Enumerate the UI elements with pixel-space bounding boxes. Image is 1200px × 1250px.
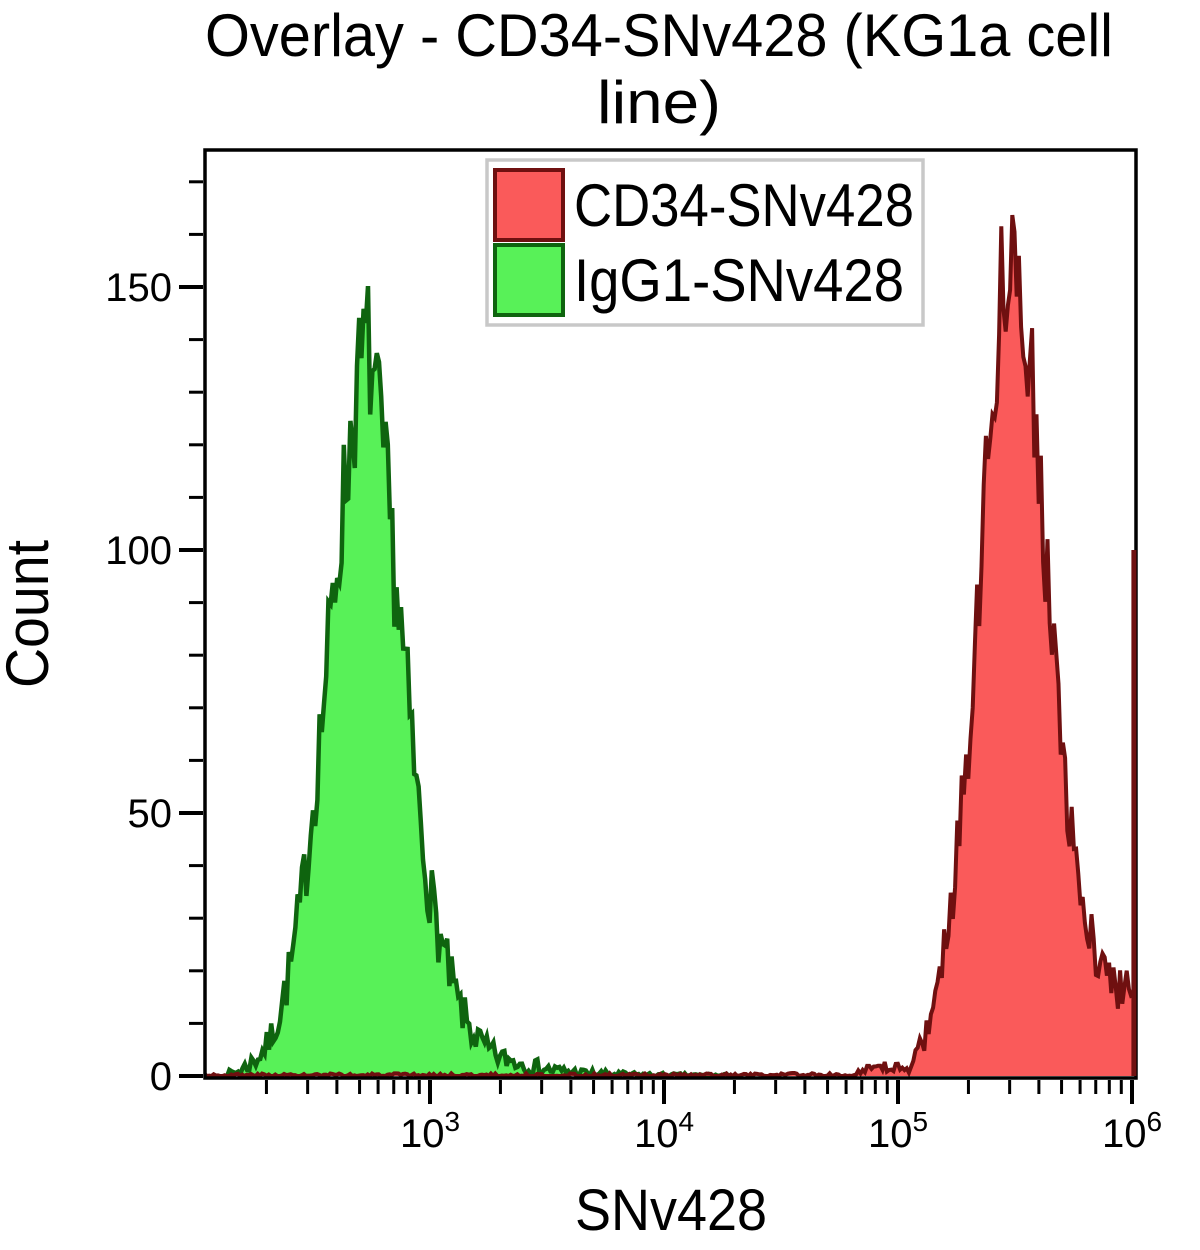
chart-title-line1: Overlay - CD34-SNv428 (KG1a cell [205,2,1113,69]
histogram-outline-CD34-SNv428 [203,214,1138,1079]
y-tick-label-50: 50 [128,792,173,836]
x-tick-label-1e6: 106 [1102,1106,1162,1156]
legend-swatch-igg1-icon [493,243,565,317]
chart-title-line2: line) [597,69,721,136]
legend-box: CD34-SNv428 IgG1-SNv428 [485,158,925,327]
legend-label-cd34: CD34-SNv428 [574,172,914,239]
histogram-series-layer [203,214,1138,1080]
x-tick-label-1e5: 105 [868,1106,928,1156]
histogram-fill-CD34-SNv428 [204,215,1136,1077]
legend-label-igg1: IgG1-SNv428 [574,247,904,314]
x-axis-ticks [264,1080,1134,1104]
histogram-fill-IgG1-SNv428 [225,286,734,1077]
y-tick-label-0: 0 [150,1055,172,1099]
x-tick-label-1e3: 103 [400,1106,460,1156]
legend-entry-igg1: IgG1-SNv428 [493,243,904,317]
x-tick-label-1e4: 104 [634,1106,694,1156]
legend-entry-cd34: CD34-SNv428 [493,168,914,242]
y-axis-tick-labels: 0 50 100 150 [105,266,172,1099]
legend-swatch-cd34-icon [493,168,565,242]
x-axis-tick-labels: 103 104 105 106 [400,1106,1162,1156]
y-tick-label-100: 100 [105,529,172,573]
y-axis-ticks [179,180,203,1078]
y-tick-label-150: 150 [105,266,172,310]
x-axis-label: SNv428 [575,1178,767,1243]
y-axis-label: Count [0,540,61,688]
